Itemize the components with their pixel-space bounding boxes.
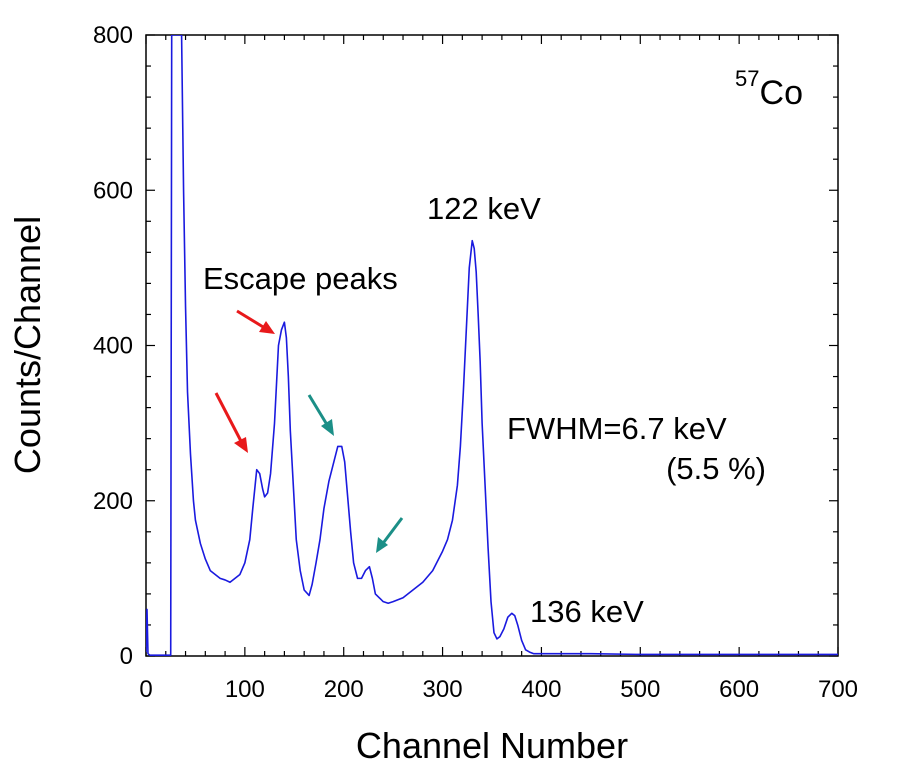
y-axis-title: Counts/Channel — [7, 216, 48, 474]
peak-136-label: 136 keV — [530, 594, 644, 629]
x-tick-label: 100 — [225, 676, 265, 703]
x-tick-label: 200 — [324, 676, 364, 703]
spectrum-line — [146, 35, 838, 656]
y-tick-label: 400 — [93, 333, 133, 360]
y-tick-label: 600 — [93, 177, 133, 204]
x-tick-label: 500 — [620, 676, 660, 703]
y-tick-label: 200 — [93, 488, 133, 515]
escape-peaks-label: Escape peaks — [203, 261, 398, 296]
isotope-label: 57Co — [735, 66, 803, 112]
isotope-mass: 57 — [735, 66, 759, 91]
fwhm-percent-label: (5.5 %) — [666, 451, 766, 486]
isotope-symbol: Co — [760, 74, 803, 112]
x-axis-title: Channel Number — [356, 725, 628, 766]
plot-frame — [145, 34, 839, 657]
x-tick-label: 600 — [719, 676, 759, 703]
y-tick-label: 800 — [93, 22, 133, 49]
x-tick-label: 300 — [423, 676, 463, 703]
x-tick-label: 400 — [521, 676, 561, 703]
escape-arrow-teal-1 — [307, 394, 334, 436]
x-tick-label: 700 — [818, 676, 858, 703]
escape-arrow-red-1 — [214, 392, 248, 453]
escape-arrow-red-2 — [236, 309, 275, 334]
axis-tick-labels: 0 100 200 300 400 500 600 700 0 200 400 600 800 — [93, 22, 858, 703]
fwhm-label: FWHM=6.7 keV — [507, 411, 727, 446]
axis-ticks — [145, 34, 839, 657]
y-tick-label: 0 — [120, 643, 133, 670]
x-tick-label: 0 — [139, 676, 152, 703]
peak-122-label: 122 keV — [427, 191, 541, 226]
escape-arrow-teal-2 — [376, 517, 404, 553]
